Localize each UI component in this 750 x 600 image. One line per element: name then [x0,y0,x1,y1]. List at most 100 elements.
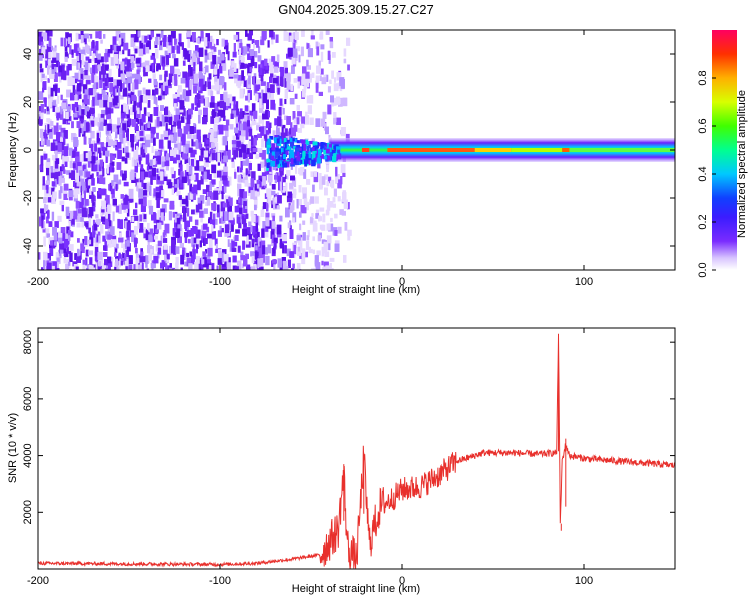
noise-cell [57,95,60,104]
noise-cell [169,200,175,210]
noise-cell [223,91,228,100]
noise-cell [160,105,164,111]
noise-cell [330,217,333,223]
noise-cell [292,212,297,223]
noise-cell [122,130,125,138]
noise-cell [73,90,78,101]
noise-cell [140,194,145,203]
noise-cell [114,43,118,53]
noise-cell [43,251,48,261]
noise-cell [78,105,82,116]
noise-cell [218,251,222,260]
noise-cell [75,50,79,56]
noise-cell [133,209,138,215]
noise-cell [119,137,124,144]
noise-cell [247,33,252,41]
noise-cell [327,176,332,184]
noise-cell [156,222,162,230]
noise-cell [342,172,346,177]
noise-cell [85,222,90,228]
noise-cell [281,257,286,262]
noise-cell [172,228,176,236]
ridge-cell [320,142,324,149]
noise-cell [124,201,130,209]
noise-cell [134,79,139,90]
noise-cell [68,190,74,197]
noise-cell [232,96,236,102]
noise-cell [243,257,248,267]
noise-cell [217,101,220,107]
noise-cell [139,214,143,222]
noise-cell [163,130,169,137]
noise-cell [136,110,141,118]
ridge-cell [286,139,290,144]
noise-cell [157,247,162,255]
noise-cell [196,103,200,108]
noise-cell [128,76,133,84]
noise-cell [312,236,315,241]
noise-cell [189,58,194,66]
noise-cell [143,196,147,207]
noise-cell [296,235,301,241]
noise-cell [121,241,124,248]
noise-cell [260,126,264,136]
noise-cell [38,41,44,46]
noise-cell [265,135,269,142]
noise-cell [58,249,62,259]
noise-cell [239,189,245,199]
noise-cell [205,169,210,180]
noise-cell [236,75,242,81]
noise-cell [262,113,266,120]
noise-cell [196,239,199,245]
noise-cell [211,142,215,149]
noise-cell [124,253,127,261]
noise-cell [100,114,105,122]
noise-cell [218,49,221,56]
noise-cell [318,216,322,222]
noise-cell [257,246,261,256]
noise-cell [197,200,203,210]
noise-cell [117,150,122,159]
noise-cell [106,195,110,204]
noise-cell [343,48,347,57]
noise-cell [115,258,118,267]
noise-cell [108,102,113,108]
noise-cell [155,186,160,192]
noise-cell [96,171,100,177]
noise-cell [138,188,143,198]
noise-cell [139,264,144,270]
noise-cell [85,171,91,178]
noise-cell [186,117,191,124]
noise-cell [90,67,94,74]
noise-cell [72,163,76,168]
noise-cell [287,131,292,141]
noise-cell [61,102,67,109]
ridge-cell [301,140,306,147]
noise-cell [76,121,81,128]
noise-cell [48,59,52,66]
noise-cell [255,245,258,251]
noise-cell [43,260,46,270]
noise-cell [79,201,84,209]
noise-cell [268,122,272,128]
noise-cell [327,104,332,115]
noise-cell [276,75,280,86]
noise-cell [51,269,55,270]
noise-cell [326,235,332,244]
noise-cell [256,79,261,90]
noise-cell [155,192,161,201]
noise-cell [258,148,263,153]
noise-cell [223,125,229,131]
noise-cell [103,100,108,108]
noise-cell [120,258,124,262]
ridge-cell [293,158,297,164]
noise-cell [277,116,282,127]
noise-cell [260,257,264,266]
noise-cell [302,193,307,199]
noise-cell [70,92,75,101]
noise-cell [63,257,66,264]
noise-cell [199,195,205,204]
noise-cell [156,116,160,127]
ridge-cell [273,160,278,167]
noise-cell [68,37,71,44]
